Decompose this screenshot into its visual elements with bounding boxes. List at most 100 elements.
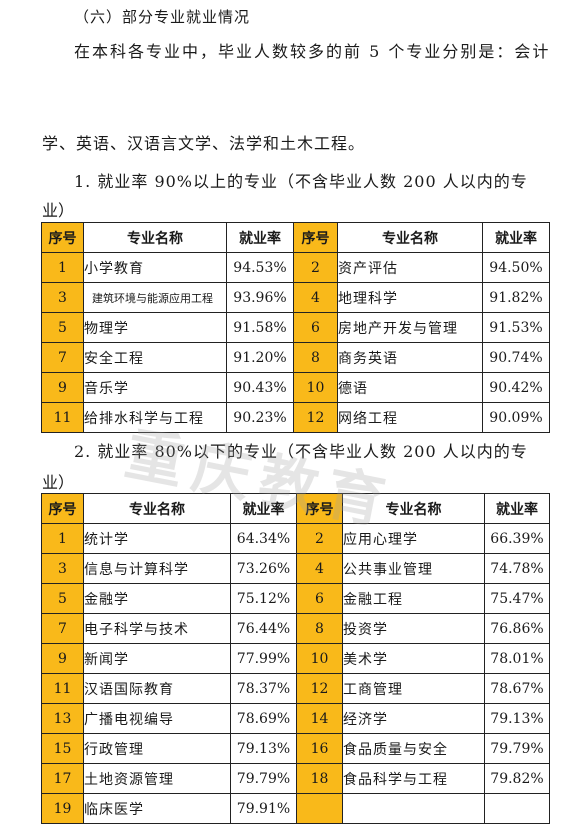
employment-rate: 90.42%: [482, 372, 550, 403]
row-number: 14: [296, 703, 343, 734]
table-row: 17 土地资源管理 79.79% 18 食品科学与工程 79.82%: [41, 763, 550, 794]
employment-rate: 79.91%: [230, 793, 297, 824]
table-row: 19 临床医学 79.91%: [41, 793, 550, 824]
row-number: 1: [41, 523, 84, 554]
row-number: 13: [41, 703, 84, 734]
table-employment-above-90: 序号 专业名称 就业率 序号 专业名称 就业率 1 小学教育 94.53% 2 …: [41, 222, 550, 433]
row-number: 2: [296, 523, 343, 554]
major-name: 土地资源管理: [83, 763, 231, 794]
header-no: 序号: [41, 493, 84, 524]
employment-rate: 79.79%: [230, 763, 297, 794]
table-row: 7 安全工程 91.20% 8 商务英语 90.74%: [41, 342, 550, 373]
row-number: 15: [41, 733, 84, 764]
row-number: 9: [41, 372, 84, 403]
major-name: 广播电视编导: [83, 703, 231, 734]
row-number: 5: [41, 312, 84, 343]
employment-rate: 90.09%: [482, 402, 550, 433]
major-name: 公共事业管理: [342, 553, 485, 584]
employment-rate: 74.78%: [484, 553, 550, 584]
major-name: 食品科学与工程: [342, 763, 485, 794]
employment-rate: 94.50%: [482, 252, 550, 283]
row-number: 12: [293, 402, 338, 433]
employment-rate: 93.96%: [226, 282, 294, 313]
header-name: 专业名称: [83, 493, 231, 524]
row-number: 3: [41, 553, 84, 584]
table-row: 7 电子科学与技术 76.44% 8 投资学 76.86%: [41, 613, 550, 644]
table-row: 5 物理学 91.58% 6 房地产开发与管理 91.53%: [41, 312, 550, 343]
row-number: 11: [41, 402, 84, 433]
employment-rate: 79.13%: [230, 733, 297, 764]
header-rate: 就业率: [484, 493, 550, 524]
major-name: 物理学: [83, 312, 227, 343]
employment-rate: 75.47%: [484, 583, 550, 614]
employment-rate: 66.39%: [484, 523, 550, 554]
major-name: 商务英语: [337, 342, 483, 373]
row-number: [296, 793, 343, 824]
header-no: 序号: [41, 222, 84, 253]
intro-paragraph-line-1: 在本科各专业中，毕业人数较多的前 5 个专业分别是：会计: [74, 42, 551, 61]
major-name: 统计学: [83, 523, 231, 554]
employment-rate: 75.12%: [230, 583, 297, 614]
table-row: 1 统计学 64.34% 2 应用心理学 66.39%: [41, 523, 550, 554]
employment-rate: 91.58%: [226, 312, 294, 343]
row-number: 9: [41, 643, 84, 674]
major-name: 电子科学与技术: [83, 613, 231, 644]
header-rate: 就业率: [230, 493, 297, 524]
employment-rate: 78.37%: [230, 673, 297, 704]
table-row: 9 音乐学 90.43% 10 德语 90.42%: [41, 372, 550, 403]
header-name: 专业名称: [337, 222, 483, 253]
major-name: 房地产开发与管理: [337, 312, 483, 343]
major-name: 行政管理: [83, 733, 231, 764]
table-row: 3 建筑环境与能源应用工程 93.96% 4 地理科学 91.82%: [41, 282, 550, 313]
employment-rate: 90.74%: [482, 342, 550, 373]
major-name: 建筑环境与能源应用工程: [83, 282, 227, 313]
major-name: 网络工程: [337, 402, 483, 433]
header-name: 专业名称: [342, 493, 485, 524]
major-name: 信息与计算科学: [83, 553, 231, 584]
row-number: 12: [296, 673, 343, 704]
employment-rate: 91.53%: [482, 312, 550, 343]
table-row: 13 广播电视编导 78.69% 14 经济学 79.13%: [41, 703, 550, 734]
major-name: 食品质量与安全: [342, 733, 485, 764]
employment-rate: 90.23%: [226, 402, 294, 433]
table-row: 11 给排水科学与工程 90.23% 12 网络工程 90.09%: [41, 402, 550, 433]
major-name: 工商管理: [342, 673, 485, 704]
employment-rate: 76.44%: [230, 613, 297, 644]
row-number: 4: [293, 282, 338, 313]
major-name: 经济学: [342, 703, 485, 734]
major-name: 金融学: [83, 583, 231, 614]
employment-rate: 78.01%: [484, 643, 550, 674]
employment-rate: 79.82%: [484, 763, 550, 794]
row-number: 8: [296, 613, 343, 644]
header-rate: 就业率: [226, 222, 294, 253]
major-name: 新闻学: [83, 643, 231, 674]
row-number: 10: [296, 643, 343, 674]
major-name: 小学教育: [83, 252, 227, 283]
row-number: 5: [41, 583, 84, 614]
employment-rate: 73.26%: [230, 553, 297, 584]
major-name: 临床医学: [83, 793, 231, 824]
table-header-row: 序号 专业名称 就业率 序号 专业名称 就业率: [41, 493, 550, 524]
employment-rate: 76.86%: [484, 613, 550, 644]
row-number: 8: [293, 342, 338, 373]
row-number: 16: [296, 733, 343, 764]
header-name: 专业名称: [83, 222, 227, 253]
table-row: 1 小学教育 94.53% 2 资产评估 94.50%: [41, 252, 550, 283]
employment-rate: 78.67%: [484, 673, 550, 704]
table2-heading-wrap: 业）: [42, 473, 75, 492]
header-no: 序号: [296, 493, 343, 524]
header-rate: 就业率: [482, 222, 550, 253]
major-name: 金融工程: [342, 583, 485, 614]
employment-rate: 78.69%: [230, 703, 297, 734]
employment-rate: 64.34%: [230, 523, 297, 554]
section-heading: （六）部分专业就业情况: [74, 8, 251, 26]
major-name: 投资学: [342, 613, 485, 644]
table2-heading: 2. 就业率 80%以下的专业（不含毕业人数 200 人以内的专: [74, 442, 528, 461]
major-name: 应用心理学: [342, 523, 485, 554]
row-number: 2: [293, 252, 338, 283]
major-name: 汉语国际教育: [83, 673, 231, 704]
header-no: 序号: [293, 222, 338, 253]
employment-rate: 91.82%: [482, 282, 550, 313]
major-name: 资产评估: [337, 252, 483, 283]
table-row: 3 信息与计算科学 73.26% 4 公共事业管理 74.78%: [41, 553, 550, 584]
